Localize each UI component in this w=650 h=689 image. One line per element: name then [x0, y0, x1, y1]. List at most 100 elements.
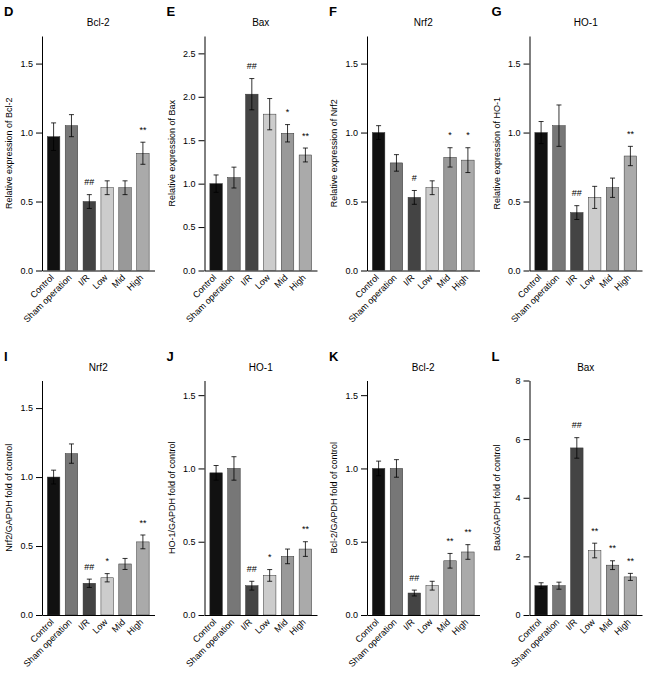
error-bar — [123, 181, 128, 195]
error-bar — [267, 570, 272, 582]
y-tick-label: 1.0 — [345, 128, 358, 138]
y-tick: 1.5 — [183, 391, 205, 401]
bar — [390, 468, 403, 615]
y-tick: 1.0 — [20, 128, 42, 138]
x-tick-label: I/R — [76, 617, 92, 633]
error-bar — [87, 579, 92, 587]
significance-marker: * — [466, 130, 470, 140]
significance-marker: * — [268, 552, 272, 562]
y-tick-label: 0.5 — [345, 197, 358, 207]
marks — [47, 115, 149, 271]
bar — [462, 160, 475, 270]
y-tick-label: 1.0 — [20, 128, 33, 138]
x-tick-label: Low — [416, 272, 435, 291]
y-tick-label: 0.0 — [345, 610, 358, 620]
y-axis-line — [367, 37, 368, 272]
error-bar — [610, 178, 615, 197]
error-bar — [592, 186, 597, 208]
bar — [606, 188, 619, 271]
x-tick: I/R — [76, 272, 92, 288]
panel-label: G — [492, 4, 502, 19]
bar — [299, 549, 312, 615]
y-tick-label: 1.0 — [20, 472, 33, 482]
y-axis-line — [367, 381, 368, 616]
x-tick: Low — [253, 272, 272, 291]
x-tick-label: I/R — [401, 272, 417, 288]
y-axis-title: Bcl-2/GAPDH fold of control — [329, 442, 339, 554]
error-bar — [556, 582, 561, 589]
x-tick-label: Low — [578, 617, 597, 636]
plot: 0.00.51.01.52.02.5ControlSham operationI… — [167, 17, 318, 324]
error-bar — [51, 470, 56, 484]
x-tick: Mid — [110, 272, 127, 289]
y-axis-title: Relative expression of HO-1 — [492, 97, 502, 210]
y-tick-label: 0.5 — [20, 541, 33, 551]
error-bar — [69, 115, 74, 137]
error-bar — [140, 142, 145, 164]
x-tick-label: Sham operation — [347, 272, 399, 324]
panel-label: L — [492, 349, 500, 364]
error-bar — [574, 206, 579, 220]
y-tick-label: 1.0 — [345, 464, 358, 474]
significance-marker: # — [412, 173, 417, 183]
error-bar — [628, 573, 633, 580]
y-tick-label: 2.0 — [183, 92, 196, 102]
y-tick-mark — [199, 97, 205, 98]
x-tick: Mid — [597, 272, 614, 289]
y-tick-label: 0.0 — [183, 610, 196, 620]
error-bar — [465, 545, 470, 560]
chart-title: Nrf2 — [89, 362, 108, 373]
error-bar — [430, 181, 435, 195]
error-bar — [69, 444, 74, 463]
x-tick: Mid — [435, 617, 452, 634]
x-axis: ControlSham operationI/RLowMidHigh — [347, 616, 480, 669]
y-tick-mark — [199, 542, 205, 543]
x-tick: Sham operation — [347, 272, 399, 324]
y-tick: 1.5 — [508, 59, 530, 69]
y-tick: 0.0 — [20, 266, 42, 276]
significance-marker: ## — [572, 420, 582, 430]
x-tick-label: I/R — [76, 272, 92, 288]
y-tick: 1.5 — [345, 391, 367, 401]
x-tick: Sham operation — [184, 272, 236, 324]
error-bar — [51, 123, 56, 151]
error-bar — [394, 155, 399, 172]
bar — [553, 586, 566, 615]
significance-marker: ** — [627, 556, 635, 566]
bar — [47, 477, 60, 615]
bar — [101, 578, 114, 615]
error-bar — [105, 181, 110, 195]
y-tick-mark — [36, 133, 42, 134]
bar — [624, 577, 637, 615]
error-bar — [412, 590, 417, 596]
x-axis-line — [205, 271, 318, 272]
y-tick-label: 0.5 — [508, 197, 521, 207]
y-tick-label: 0.0 — [20, 610, 33, 620]
error-bar — [214, 466, 219, 481]
x-tick-label: Low — [416, 617, 435, 636]
x-tick-label: Mid — [435, 617, 452, 634]
bar — [210, 184, 223, 271]
y-tick: 0.5 — [508, 197, 530, 207]
x-tick-label: Mid — [435, 272, 452, 289]
error-bar — [465, 148, 470, 173]
x-tick: I/R — [401, 617, 417, 633]
significance-marker: ** — [139, 125, 147, 135]
x-tick-label: Sham operation — [184, 617, 236, 669]
y-axis: 0.0 0.5 1.0 1.5 — [20, 381, 42, 620]
x-tick-label: High — [287, 617, 307, 637]
y-tick-label: 0.5 — [183, 222, 196, 232]
plot: 0.00.51.01.5ControlSham operationI/RLowM… — [4, 17, 155, 324]
panel: 0.00.51.01.5ControlSham operationI/RLowM… — [4, 349, 155, 669]
error-bar — [412, 190, 417, 204]
y-tick: 1.5 — [20, 403, 42, 413]
y-tick: 2 — [515, 552, 529, 562]
x-tick: Sham operation — [22, 272, 74, 324]
x-axis: ControlSham operationI/RLowMidHigh — [184, 271, 317, 324]
error-bar — [231, 457, 236, 480]
bar — [101, 188, 114, 271]
y-tick: 0.5 — [345, 537, 367, 547]
y-axis: 0.00.51.01.52.02.5 — [183, 37, 205, 276]
y-tick-mark — [524, 381, 530, 382]
x-tick: High — [612, 272, 632, 292]
